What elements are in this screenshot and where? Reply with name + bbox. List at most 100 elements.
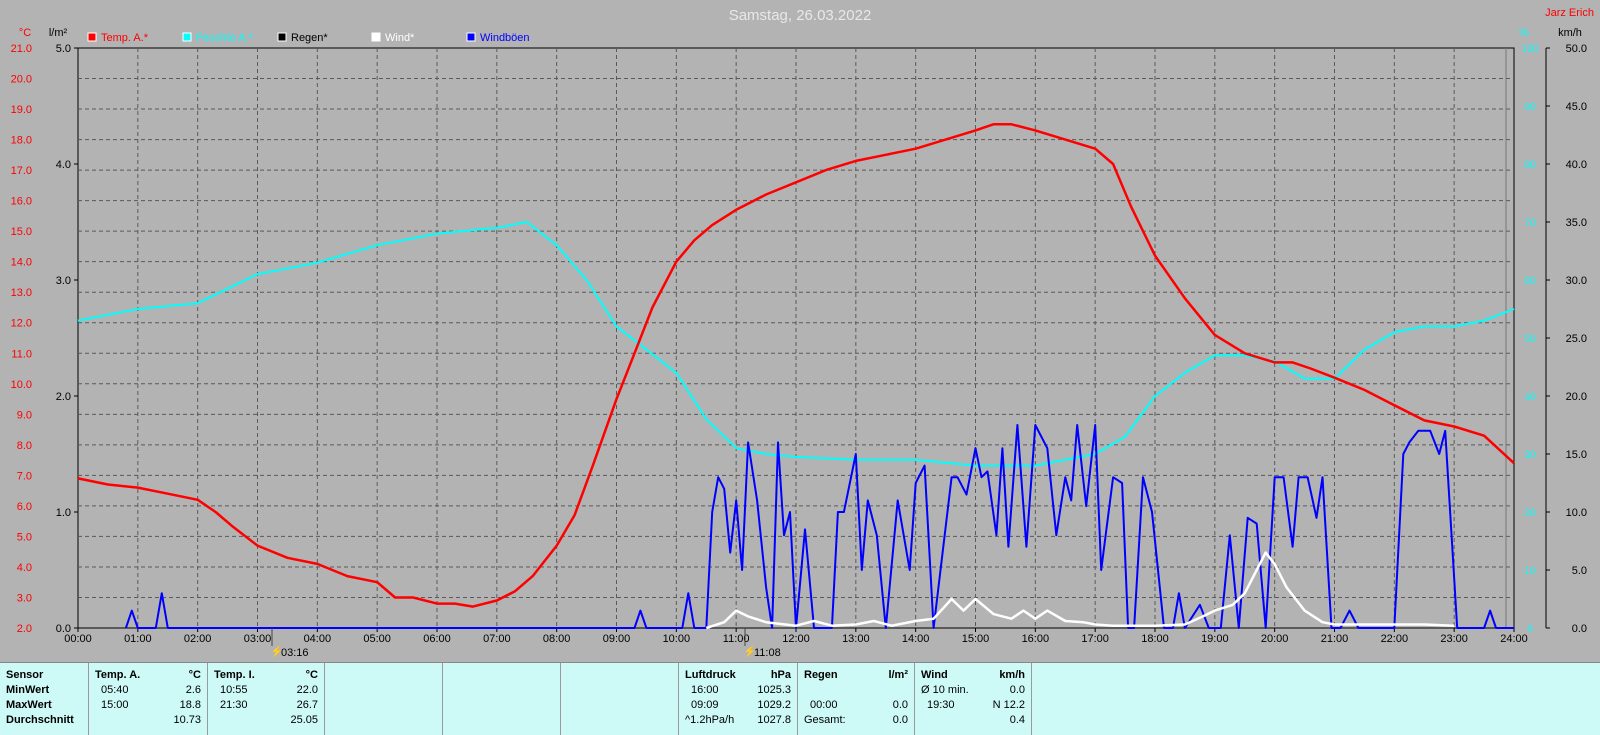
humidity-tick-label: 60 [1524, 276, 1536, 287]
wind-tick-label: 40.0 [1566, 159, 1587, 171]
time-tick-label: 15:00 [962, 633, 990, 645]
temp-i-header: Temp. I. [214, 669, 255, 681]
temp-tick-label: 5.0 [17, 531, 32, 543]
wind-tick-label: 45.0 [1566, 101, 1587, 113]
temp-tick-label: 3.0 [17, 592, 32, 604]
time-tick-label: 10:00 [663, 633, 691, 645]
temp-tick-label: 6.0 [17, 501, 32, 513]
temp-i-min-value: 22.0 [296, 684, 318, 696]
temp-tick-label: 16.0 [11, 196, 32, 208]
humidity-tick-label: 10 [1524, 566, 1536, 577]
legend-item-rain: Regen* [277, 32, 328, 44]
series-line-wind [705, 551, 1455, 630]
time-tick-label: 09:00 [603, 633, 631, 645]
column-divider [1031, 663, 1032, 735]
legend-label: Regen* [291, 32, 328, 44]
humidity-tick-label: 100 [1522, 44, 1539, 55]
col-temp-a: Temp. A. °C 05:40 2.6 15:00 18.8 10.73 [89, 663, 207, 735]
time-tick-label: 11:00 [723, 633, 750, 645]
pressure-header: Luftdruck [685, 669, 736, 681]
rain-unit-label: l/m² [49, 27, 68, 39]
wind-unit-label: km/h [1558, 27, 1582, 39]
temp-tick-label: 13.0 [11, 287, 32, 299]
rain-tick-label: 3.0 [56, 275, 71, 287]
wind-max-value: N 12.2 [992, 699, 1025, 711]
column-divider [207, 663, 208, 735]
temp-tick-label: 19.0 [11, 104, 32, 116]
time-tick-label: 16:00 [1022, 633, 1050, 645]
time-tick-label: 23:00 [1440, 633, 1468, 645]
column-divider [914, 663, 915, 735]
series-line-tempa [77, 123, 1515, 608]
chart-title: Samstag, 26.03.2022 [729, 7, 872, 24]
temp-tick-label: 11.0 [11, 348, 32, 360]
weather-chart: 2.0 3.0 4.0 5.0 6.0 7.0 8.0 9.0 10.0 11.0 12.0 13.0… [10, 7, 1594, 659]
author-label: Jarz Erich [1545, 7, 1594, 19]
humidity-tick-label: 50 [1524, 334, 1536, 345]
wind-tick-label: 25.0 [1566, 333, 1587, 345]
time-tick-label: 06:00 [423, 633, 451, 645]
row-label-max: MaxWert [6, 699, 52, 711]
temp-axis: 2.0 3.0 4.0 5.0 6.0 7.0 8.0 9.0 10.0 11.0 12.0 13.0… [11, 43, 32, 635]
wind-max-time: 19:30 [927, 699, 955, 711]
temp-unit-label: °C [19, 27, 31, 39]
time-tick-label: 02:00 [184, 633, 212, 645]
lightning-icon: ⚡ [270, 645, 284, 658]
time-tick-label: 04:00 [304, 633, 332, 645]
temp-tick-label: 15.0 [11, 226, 32, 238]
humidity-tick-label: 30 [1524, 450, 1536, 461]
legend-label: Wind* [385, 32, 415, 44]
rain-tick-label: 4.0 [56, 159, 71, 171]
time-tick-label: 24:00 [1500, 633, 1528, 645]
marker-label: 11:08 [754, 647, 781, 659]
time-tick-label: 00:00 [64, 633, 92, 645]
col-sensor: Sensor MinWert MaxWert Durchschnitt [0, 663, 88, 735]
pressure-max-time: 09:09 [691, 699, 719, 711]
wind-tick-label: 20.0 [1566, 391, 1587, 403]
wind-tick-label: 5.0 [1572, 565, 1587, 577]
row-label-min: MinWert [6, 684, 50, 696]
summary-table: Sensor MinWert MaxWert Durchschnitt Temp… [0, 662, 1600, 735]
col-regen: Regen l/m² 00:00 0.0 Gesamt: 0.0 [798, 663, 914, 735]
temp-tick-label: 2.0 [17, 623, 32, 635]
temp-a-max-time: 15:00 [101, 699, 129, 711]
humidity-tick-label: 0 [1527, 624, 1533, 635]
column-divider [797, 663, 798, 735]
temp-a-min-value: 2.6 [185, 684, 201, 696]
time-tick-label: 01:00 [124, 633, 152, 645]
time-tick-label: 19:00 [1201, 633, 1229, 645]
col-temp-i: Temp. I. °C 10:55 22.0 21:30 26.7 25.05 [208, 663, 324, 735]
lightning-icon: ⚡ [743, 645, 757, 658]
humidity-tick-label: 90 [1524, 102, 1536, 113]
temp-tick-label: 12.0 [11, 318, 32, 330]
wind-tick-label: 30.0 [1566, 275, 1587, 287]
time-tick-label: 13:00 [842, 633, 870, 645]
legend-item-temp: Temp. A.* [87, 32, 149, 44]
legend-label: Feuchte A.* [196, 32, 254, 44]
pressure-min-time: 16:00 [691, 684, 719, 696]
column-divider [324, 663, 325, 735]
temp-i-max-time: 21:30 [220, 699, 248, 711]
temp-tick-label: 10.0 [11, 379, 32, 391]
legend: Temp. A.* Feuchte A.* Regen* Wind* Windb… [87, 32, 530, 44]
temp-a-unit: °C [188, 669, 201, 681]
temp-a-avg-value: 10.73 [173, 714, 201, 726]
legend-item-wind: Wind* [371, 32, 415, 44]
temp-tick-label: 9.0 [17, 409, 32, 421]
time-tick-label: 20:00 [1261, 633, 1289, 645]
rain-axis: 0.0 1.0 2.0 3.0 4.0 5.0 [56, 43, 78, 635]
wind-unit: km/h [999, 669, 1025, 681]
pressure-trend: ^1.2hPa/h [685, 714, 735, 726]
time-tick-label: 05:00 [363, 633, 391, 645]
legend-swatch [466, 32, 476, 42]
time-tick-label: 22:00 [1381, 633, 1409, 645]
rain-tick-label: 0.0 [56, 623, 71, 635]
pressure-unit: hPa [770, 669, 791, 681]
humidity-tick-label: 80 [1524, 160, 1536, 171]
marker-label: 03:16 [281, 647, 309, 659]
time-tick-label: 14:00 [902, 633, 930, 645]
legend-label: Temp. A.* [101, 32, 149, 44]
time-tick-label: 18:00 [1141, 633, 1169, 645]
time-tick-label: 07:00 [483, 633, 511, 645]
column-divider [442, 663, 443, 735]
